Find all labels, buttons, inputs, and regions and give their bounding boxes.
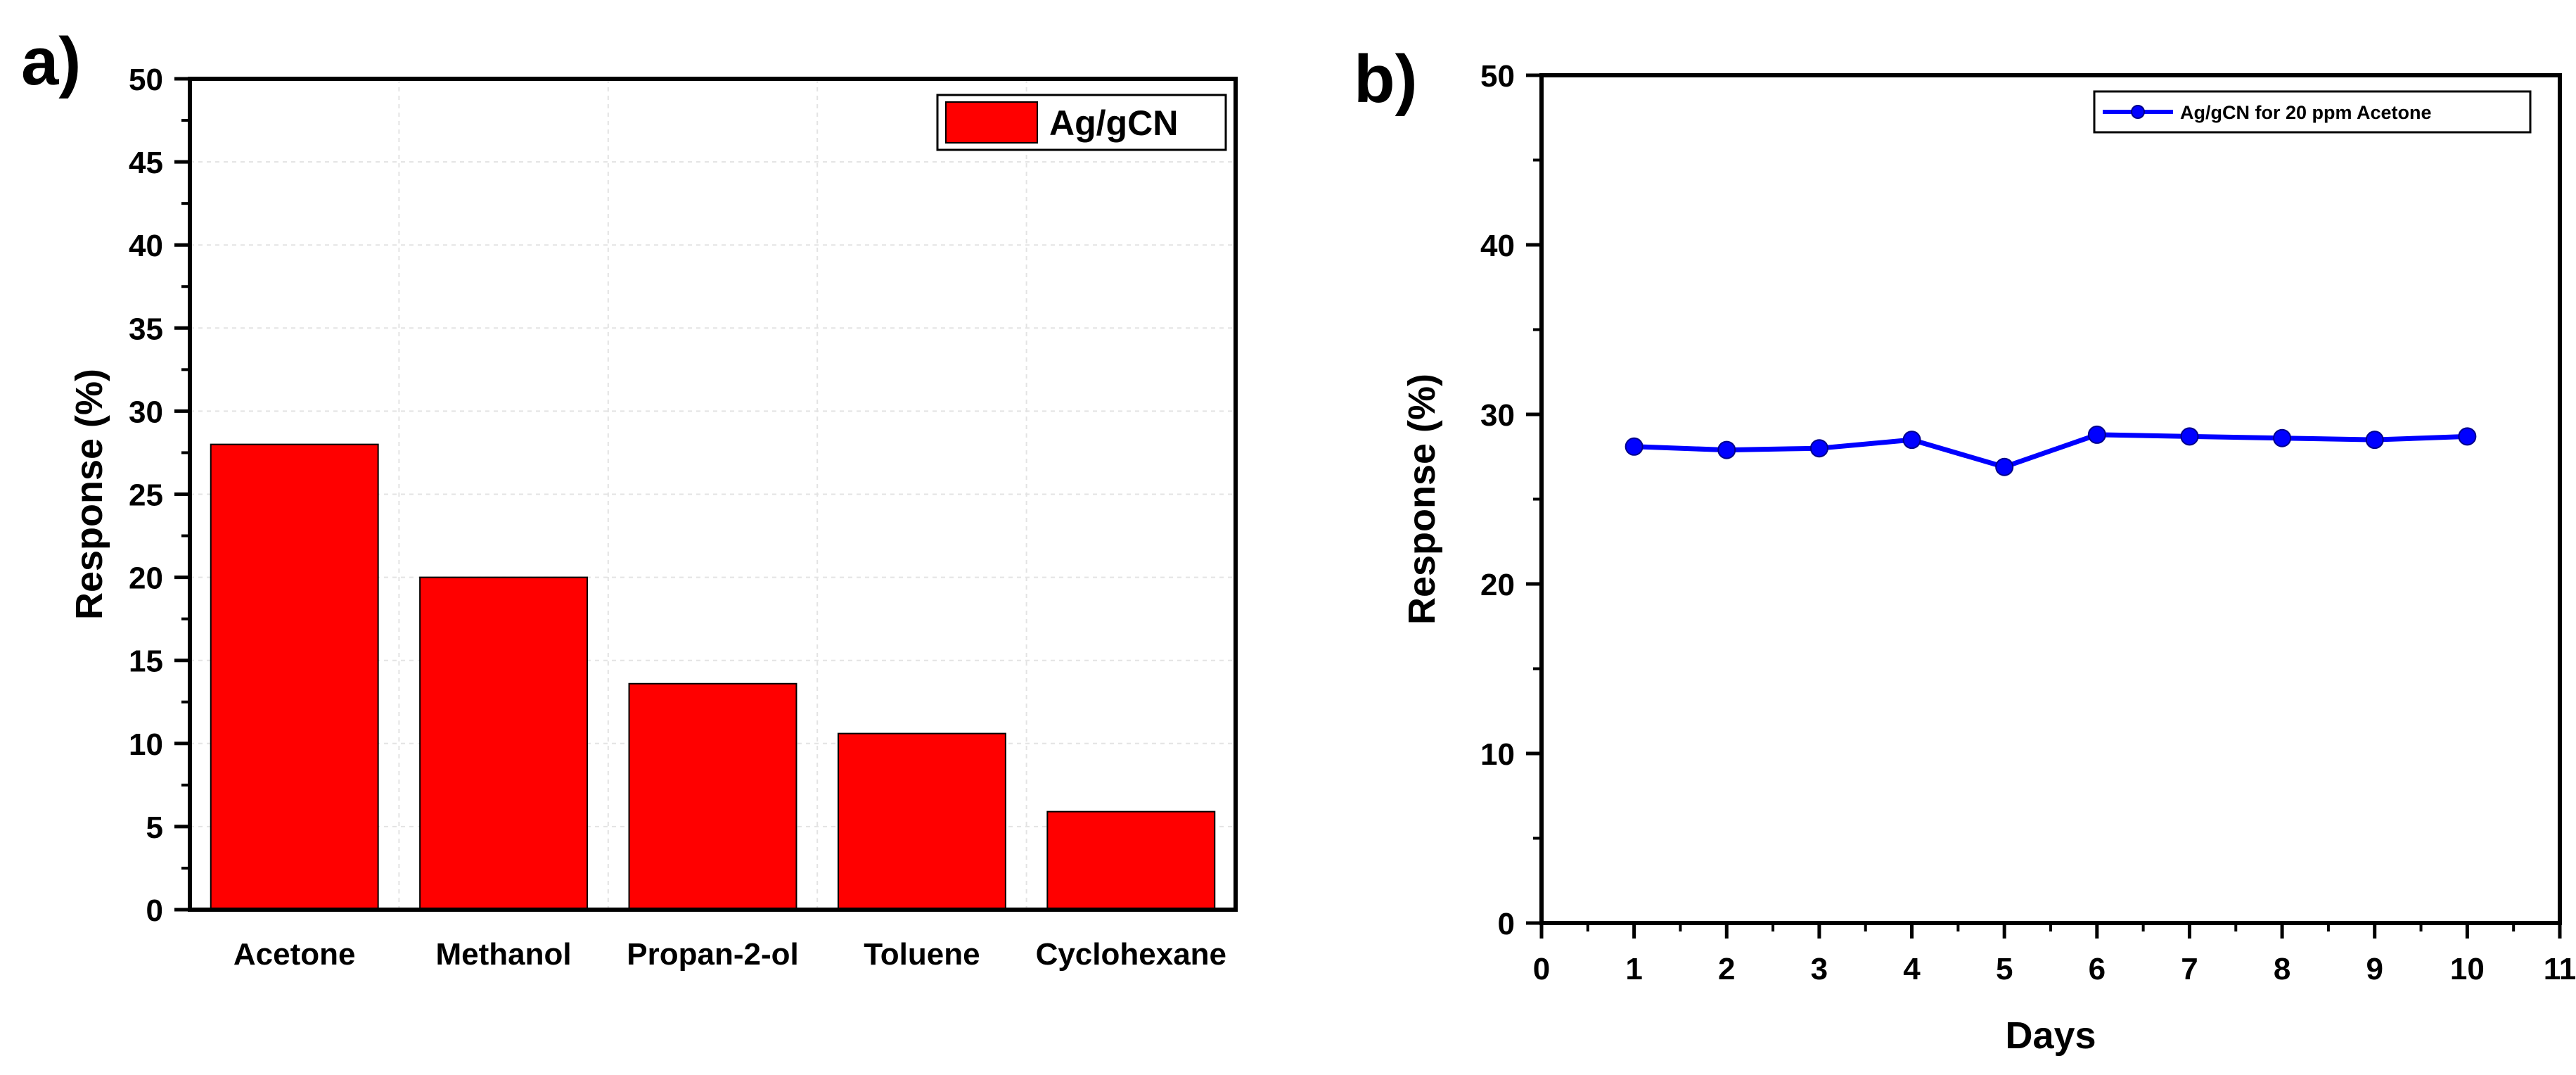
panel-a-legend-label: Ag/gCN [1049,103,1178,143]
panel-b-x-tick-label: 6 [2089,952,2106,986]
panel-b-line-chart: b) 0 10 20 30 40 50 0 1 2 3 4 5 6 7 8 9 10 11 Response (… [1354,42,2576,1057]
panel-b-y-tick-label: 30 [1480,398,1515,433]
panel-b-legend: Ag/gCN for 20 ppm Acetone [2093,90,2532,134]
panel-a-y-tick-label: 20 [129,561,163,596]
panel-a-y-axis-ticks: 0 5 10 15 20 25 30 35 40 45 50 [129,63,190,928]
panel-a-category-label: Acetone [233,937,356,972]
panel-b-y-tick-label: 0 [1498,907,1515,941]
panel-b-x-axis-ticks: 0 1 2 3 4 5 6 7 8 9 10 11 [1533,923,2576,986]
panel-b-label: b) [1354,42,1418,117]
panel-a-legend: Ag/gCN [936,94,1227,151]
panel-b-x-tick-label: 5 [1996,952,2013,986]
panel-b-series-line [1634,432,2468,470]
panel-a-category-label: Methanol [436,937,572,972]
panel-b-x-tick-label: 0 [1533,952,1550,986]
panel-a-bar-methanol [419,576,589,910]
panel-b-legend-label: Ag/gCN for 20 ppm Acetone [2180,102,2432,123]
panel-a-y-tick-label: 5 [146,810,163,845]
panel-b-x-tick-label: 3 [1811,952,1828,986]
panel-a-bar-cyclohexane [1046,810,1216,910]
panel-b-x-tick-label: 1 [1625,952,1642,986]
panel-a-bar-acetone [210,443,379,910]
panel-b-y-tick-label: 40 [1480,229,1515,263]
panel-b-data-point [2087,425,2106,444]
panel-b-data-point [2273,428,2292,447]
panel-a-category-label: Cyclohexane [1036,937,1226,972]
panel-a-bar-toluene [837,732,1006,911]
panel-a-x-axis-categories: Acetone Methanol Propan-2-ol Toluene Cyclohe… [233,937,1226,972]
panel-a-y-axis-title: Response (%) [68,369,110,620]
panel-b-data-point [1902,431,1921,450]
panel-b-y-axis-ticks: 0 10 20 30 40 50 [1480,59,1542,941]
panel-a-legend-swatch [945,101,1038,144]
panel-a-y-tick-label: 50 [129,63,163,97]
panel-b-data-point [2365,431,2384,450]
panel-b-x-tick-label: 8 [2274,952,2290,986]
panel-b-x-axis-title: Days [2005,1014,2096,1057]
panel-b-y-axis-title: Response (%) [1401,374,1443,625]
panel-a-y-tick-label: 35 [129,312,163,346]
panel-b-data-point [1717,440,1736,459]
panel-b-data-point [1995,457,2014,476]
panel-b-x-tick-label: 4 [1903,952,1921,986]
panel-b-y-tick-label: 50 [1480,59,1515,94]
panel-b-x-tick-label: 10 [2450,952,2485,986]
panel-b-x-tick-label: 7 [2181,952,2198,986]
panel-b-y-tick-label: 20 [1480,568,1515,602]
panel-b-data-point [2180,427,2199,446]
panel-a-y-tick-label: 10 [129,727,163,762]
panel-b-legend-marker [2131,105,2145,119]
panel-a-y-tick-label: 15 [129,644,163,679]
panel-a-category-label: Toluene [864,937,980,972]
panel-a-y-tick-label: 0 [146,893,163,928]
panel-b-series [1625,425,2477,476]
panel-b-data-point [1625,437,1643,456]
panel-b-y-tick-label: 10 [1480,737,1515,772]
panel-a-y-tick-label: 25 [129,478,163,513]
panel-a-gridlines [190,79,1236,910]
panel-b-plot-frame [1539,73,2562,925]
panel-b-data-point [2458,427,2477,446]
panel-a-category-label: Propan-2-ol [627,937,798,972]
panel-a-bars [210,443,1216,911]
panel-a-y-tick-label: 45 [129,146,163,180]
panel-b-x-tick-label: 2 [1718,952,1735,986]
panel-a-y-tick-label: 30 [129,395,163,429]
panel-a-bar-propan-2-ol [628,682,797,910]
panel-b-x-tick-label: 11 [2544,952,2576,986]
panel-b-x-tick-label: 9 [2366,952,2383,986]
panel-a-label: a) [21,24,81,99]
panel-a-bar-chart: a) 0 5 10 15 20 25 30 35 40 45 50 Acetone Methanol P… [21,24,1238,972]
panel-b-data-point [1809,439,1828,458]
panel-a-y-tick-label: 40 [129,229,163,263]
